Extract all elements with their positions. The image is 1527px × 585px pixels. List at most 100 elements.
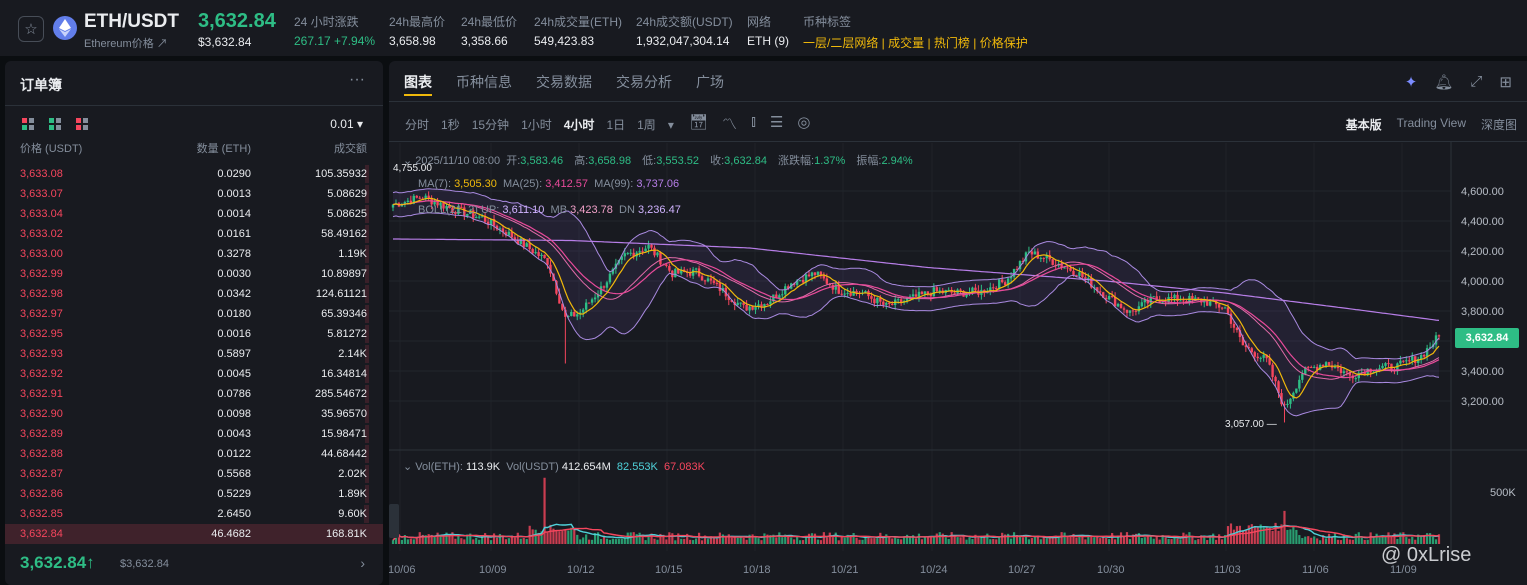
candle-body — [1357, 372, 1360, 379]
ask-row[interactable]: 3,633.04 0.0014 5.08625 — [5, 204, 383, 224]
candle-body — [1271, 364, 1274, 377]
indicator-icon[interactable]: 〽 — [722, 116, 738, 133]
ask-price: 3,632.87 — [20, 468, 63, 480]
calendar-icon[interactable]: 📅︎ — [689, 114, 709, 131]
candle-body — [1354, 378, 1357, 380]
volume-bar — [876, 538, 879, 544]
interval-option[interactable]: 4小时 — [563, 118, 595, 132]
volume-axis-label: 500K — [1490, 487, 1516, 499]
orderbook-both-mode-icon[interactable] — [22, 118, 35, 130]
volume-bar — [864, 537, 867, 544]
chart-tab[interactable]: 交易数据 — [536, 74, 592, 90]
volume-bar — [775, 537, 778, 544]
volume-bar — [1170, 539, 1173, 544]
candle-body — [1063, 267, 1066, 269]
volume-bar — [1158, 539, 1161, 544]
candle-type-icon[interactable]: ⫾ — [751, 113, 756, 130]
ask-price: 3,632.93 — [20, 348, 63, 360]
candle-body — [1244, 345, 1248, 348]
view-option[interactable]: 深度图 — [1480, 118, 1517, 132]
candle-body — [570, 312, 573, 316]
coin-tags[interactable]: 一层/二层网络 | 成交量 | 热门榜 | 价格保护 — [803, 36, 1028, 50]
volume-bar — [650, 533, 653, 544]
candle-body — [1069, 267, 1072, 271]
ai-sparkle-icon[interactable]: ✦ — [1404, 74, 1418, 91]
ask-row[interactable]: 3,632.84 46.4682 168.81K — [5, 524, 383, 544]
ask-row[interactable]: 3,632.98 0.0342 124.61121 — [5, 284, 383, 304]
tick-size-select[interactable]: 0.01 ▾ — [330, 117, 363, 131]
interval-option[interactable]: 分时 — [405, 118, 430, 132]
candle-body — [1021, 261, 1025, 263]
chevron-right-icon[interactable]: › — [360, 555, 365, 571]
ask-row[interactable]: 3,632.87 0.5568 2.02K — [5, 464, 383, 484]
stat-value: 3,358.66 — [461, 34, 508, 48]
ask-row[interactable]: 3,632.88 0.0122 44.68442 — [5, 444, 383, 464]
volume-bar — [1188, 532, 1191, 544]
candle-body — [555, 280, 558, 294]
volume-bar — [1069, 535, 1072, 544]
volume-bar — [439, 535, 442, 544]
chevron-down-icon[interactable]: ⌄ — [403, 461, 413, 473]
ask-row[interactable]: 3,632.90 0.0098 35.96570 — [5, 404, 383, 424]
candle-body — [929, 293, 933, 297]
interval-option[interactable]: 15分钟 — [471, 118, 510, 132]
pair-name[interactable]: ETH/USDT — [84, 11, 179, 32]
ask-total: 15.98471 — [321, 428, 367, 440]
interval-option[interactable]: 1日 — [606, 118, 626, 132]
interval-option[interactable]: 1秒 — [441, 118, 460, 132]
fullscreen-icon[interactable]: ⤢ — [1470, 73, 1483, 90]
ask-row[interactable]: 3,632.95 0.0016 5.81272 — [5, 324, 383, 344]
candle-body — [674, 268, 677, 278]
volume-bar — [457, 534, 460, 544]
ask-row[interactable]: 3,633.02 0.0161 58.49162 — [5, 224, 383, 244]
more-options-icon[interactable]: ··· — [349, 71, 365, 88]
chart-tab[interactable]: 交易分析 — [616, 74, 672, 90]
chevron-down-icon[interactable]: ⌄ — [403, 155, 413, 167]
ask-row[interactable]: 3,632.97 0.0180 65.39346 — [5, 304, 383, 324]
ask-row[interactable]: 3,632.86 0.5229 1.89K — [5, 484, 383, 504]
ask-price: 3,632.84 — [20, 528, 63, 540]
chart-tab[interactable]: 广场 — [696, 74, 724, 90]
volume-bar — [537, 532, 540, 544]
orderbook-asks-mode-icon[interactable] — [76, 118, 89, 130]
ask-row[interactable]: 3,632.93 0.5897 2.14K — [5, 344, 383, 364]
volume-bar — [733, 537, 736, 544]
chart-tab[interactable]: 图表 — [404, 72, 432, 96]
view-option[interactable]: Trading View — [1396, 116, 1466, 130]
view-option[interactable]: 基本版 — [1345, 118, 1382, 132]
chart-tab[interactable]: 币种信息 — [456, 74, 512, 90]
alert-bell-icon[interactable]: 🔔︎ — [1434, 74, 1454, 91]
low-label: 低: — [642, 155, 657, 167]
ask-row[interactable]: 3,632.85 2.6450 9.60K — [5, 504, 383, 524]
favorite-star-icon[interactable]: ☆ — [18, 16, 44, 42]
price-chart[interactable]: 4,600.00 4,400.00 4,200.00 4,000.00 3,800.00… — [389, 61, 1527, 585]
more-intervals-chevron-icon[interactable]: ▾ — [667, 117, 674, 132]
y-tick-label: 3,800.00 — [1461, 306, 1504, 318]
orderbook-bids-mode-icon[interactable] — [49, 118, 62, 130]
interval-option[interactable]: 1小时 — [521, 118, 552, 132]
volume-bar — [724, 536, 727, 544]
ask-row[interactable]: 3,632.92 0.0045 16.34814 — [5, 364, 383, 384]
ask-row[interactable]: 3,632.99 0.0030 10.89897 — [5, 264, 383, 284]
ask-row[interactable]: 3,633.08 0.0290 105.35932 — [5, 164, 383, 184]
depth-bar — [365, 305, 369, 323]
ask-row[interactable]: 3,633.07 0.0013 5.08629 — [5, 184, 383, 204]
candle-body — [584, 302, 588, 310]
candle-body — [772, 294, 775, 302]
pair-subtitle-link[interactable]: Ethereum价格 ↗ — [84, 38, 168, 50]
ask-row[interactable]: 3,632.91 0.0786 285.54672 — [5, 384, 383, 404]
candle-body — [727, 296, 730, 300]
candle-body — [1381, 365, 1384, 369]
volume-bar — [885, 534, 888, 544]
ask-price: 3,632.99 — [20, 268, 63, 280]
target-icon[interactable]: ◎ — [797, 114, 811, 131]
ask-row[interactable]: 3,632.89 0.0043 15.98471 — [5, 424, 383, 444]
depth-bar — [365, 445, 369, 463]
interval-option[interactable]: 1周 — [637, 118, 656, 132]
candle-body — [1134, 310, 1138, 312]
volume-bar — [1197, 539, 1200, 544]
settings-list-icon[interactable]: ☰ — [769, 114, 784, 131]
volume-bar — [1009, 538, 1013, 544]
layout-grid-icon[interactable]: ⊞ — [1499, 74, 1512, 91]
ask-row[interactable]: 3,633.00 0.3278 1.19K — [5, 244, 383, 264]
